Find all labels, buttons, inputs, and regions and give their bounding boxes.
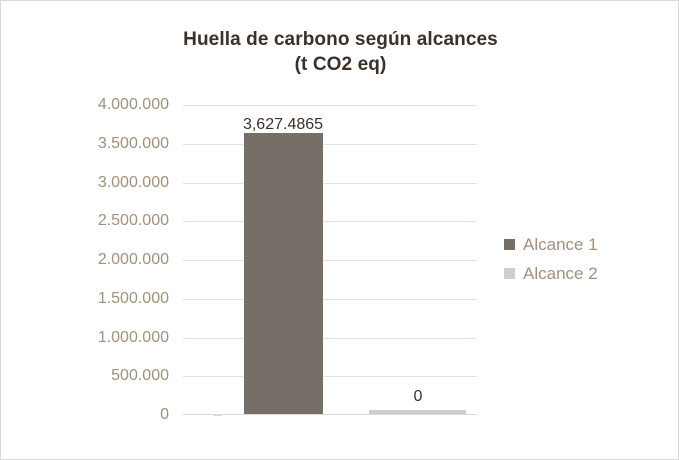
legend-swatch-icon [504, 239, 515, 250]
legend-item-alcance-2[interactable]: Alcance 2 [504, 259, 598, 288]
y-axis: 4.000.000 3.500.000 3.000.000 2.500.000 … [41, 97, 222, 423]
chart-title: Huella de carbono según alcances (t CO2 … [1, 27, 678, 77]
legend-swatch-icon [504, 268, 515, 279]
bar-alcance-2[interactable] [369, 410, 466, 414]
gridline [183, 182, 477, 184]
gridline [183, 298, 477, 300]
chart-title-line-2: (t CO2 eq) [294, 54, 387, 75]
gridline [183, 143, 477, 145]
y-tick-label: 3.000.000 [97, 173, 169, 191]
gridline [183, 337, 477, 339]
y-tick-label: 0 [160, 406, 169, 423]
gridline [183, 260, 477, 261]
y-tick-label: 1.500.000 [97, 289, 169, 307]
gridline [183, 105, 477, 106]
gridline [183, 221, 477, 223]
chart-legend: Alcance 1 Alcance 2 [504, 230, 598, 288]
legend-label: Alcance 1 [523, 235, 598, 254]
y-tick-label: 2.500.000 [97, 212, 169, 230]
y-tick-mark [213, 415, 222, 416]
bar-alcance-1[interactable] [244, 133, 323, 414]
y-tick-label: 4.000.000 [97, 96, 169, 113]
bar-value-label-alcance-1: 3,627.4865 [242, 116, 324, 133]
legend-label: Alcance 2 [523, 264, 598, 283]
y-tick-label: 500.000 [111, 367, 169, 385]
bar-value-label-alcance-2: 0 [413, 388, 423, 405]
y-tick-label: 3.500.000 [97, 134, 169, 152]
y-tick-label: 1.000.000 [97, 328, 169, 346]
legend-item-alcance-1[interactable]: Alcance 1 [504, 230, 598, 259]
x-axis-baseline [183, 414, 477, 415]
y-tick-label: 2.000.000 [97, 251, 169, 268]
plot-area: 3,627.4865 0 [183, 105, 477, 415]
chart-title-line-1: Huella de carbono según alcances [183, 29, 498, 50]
gridline [183, 376, 477, 378]
